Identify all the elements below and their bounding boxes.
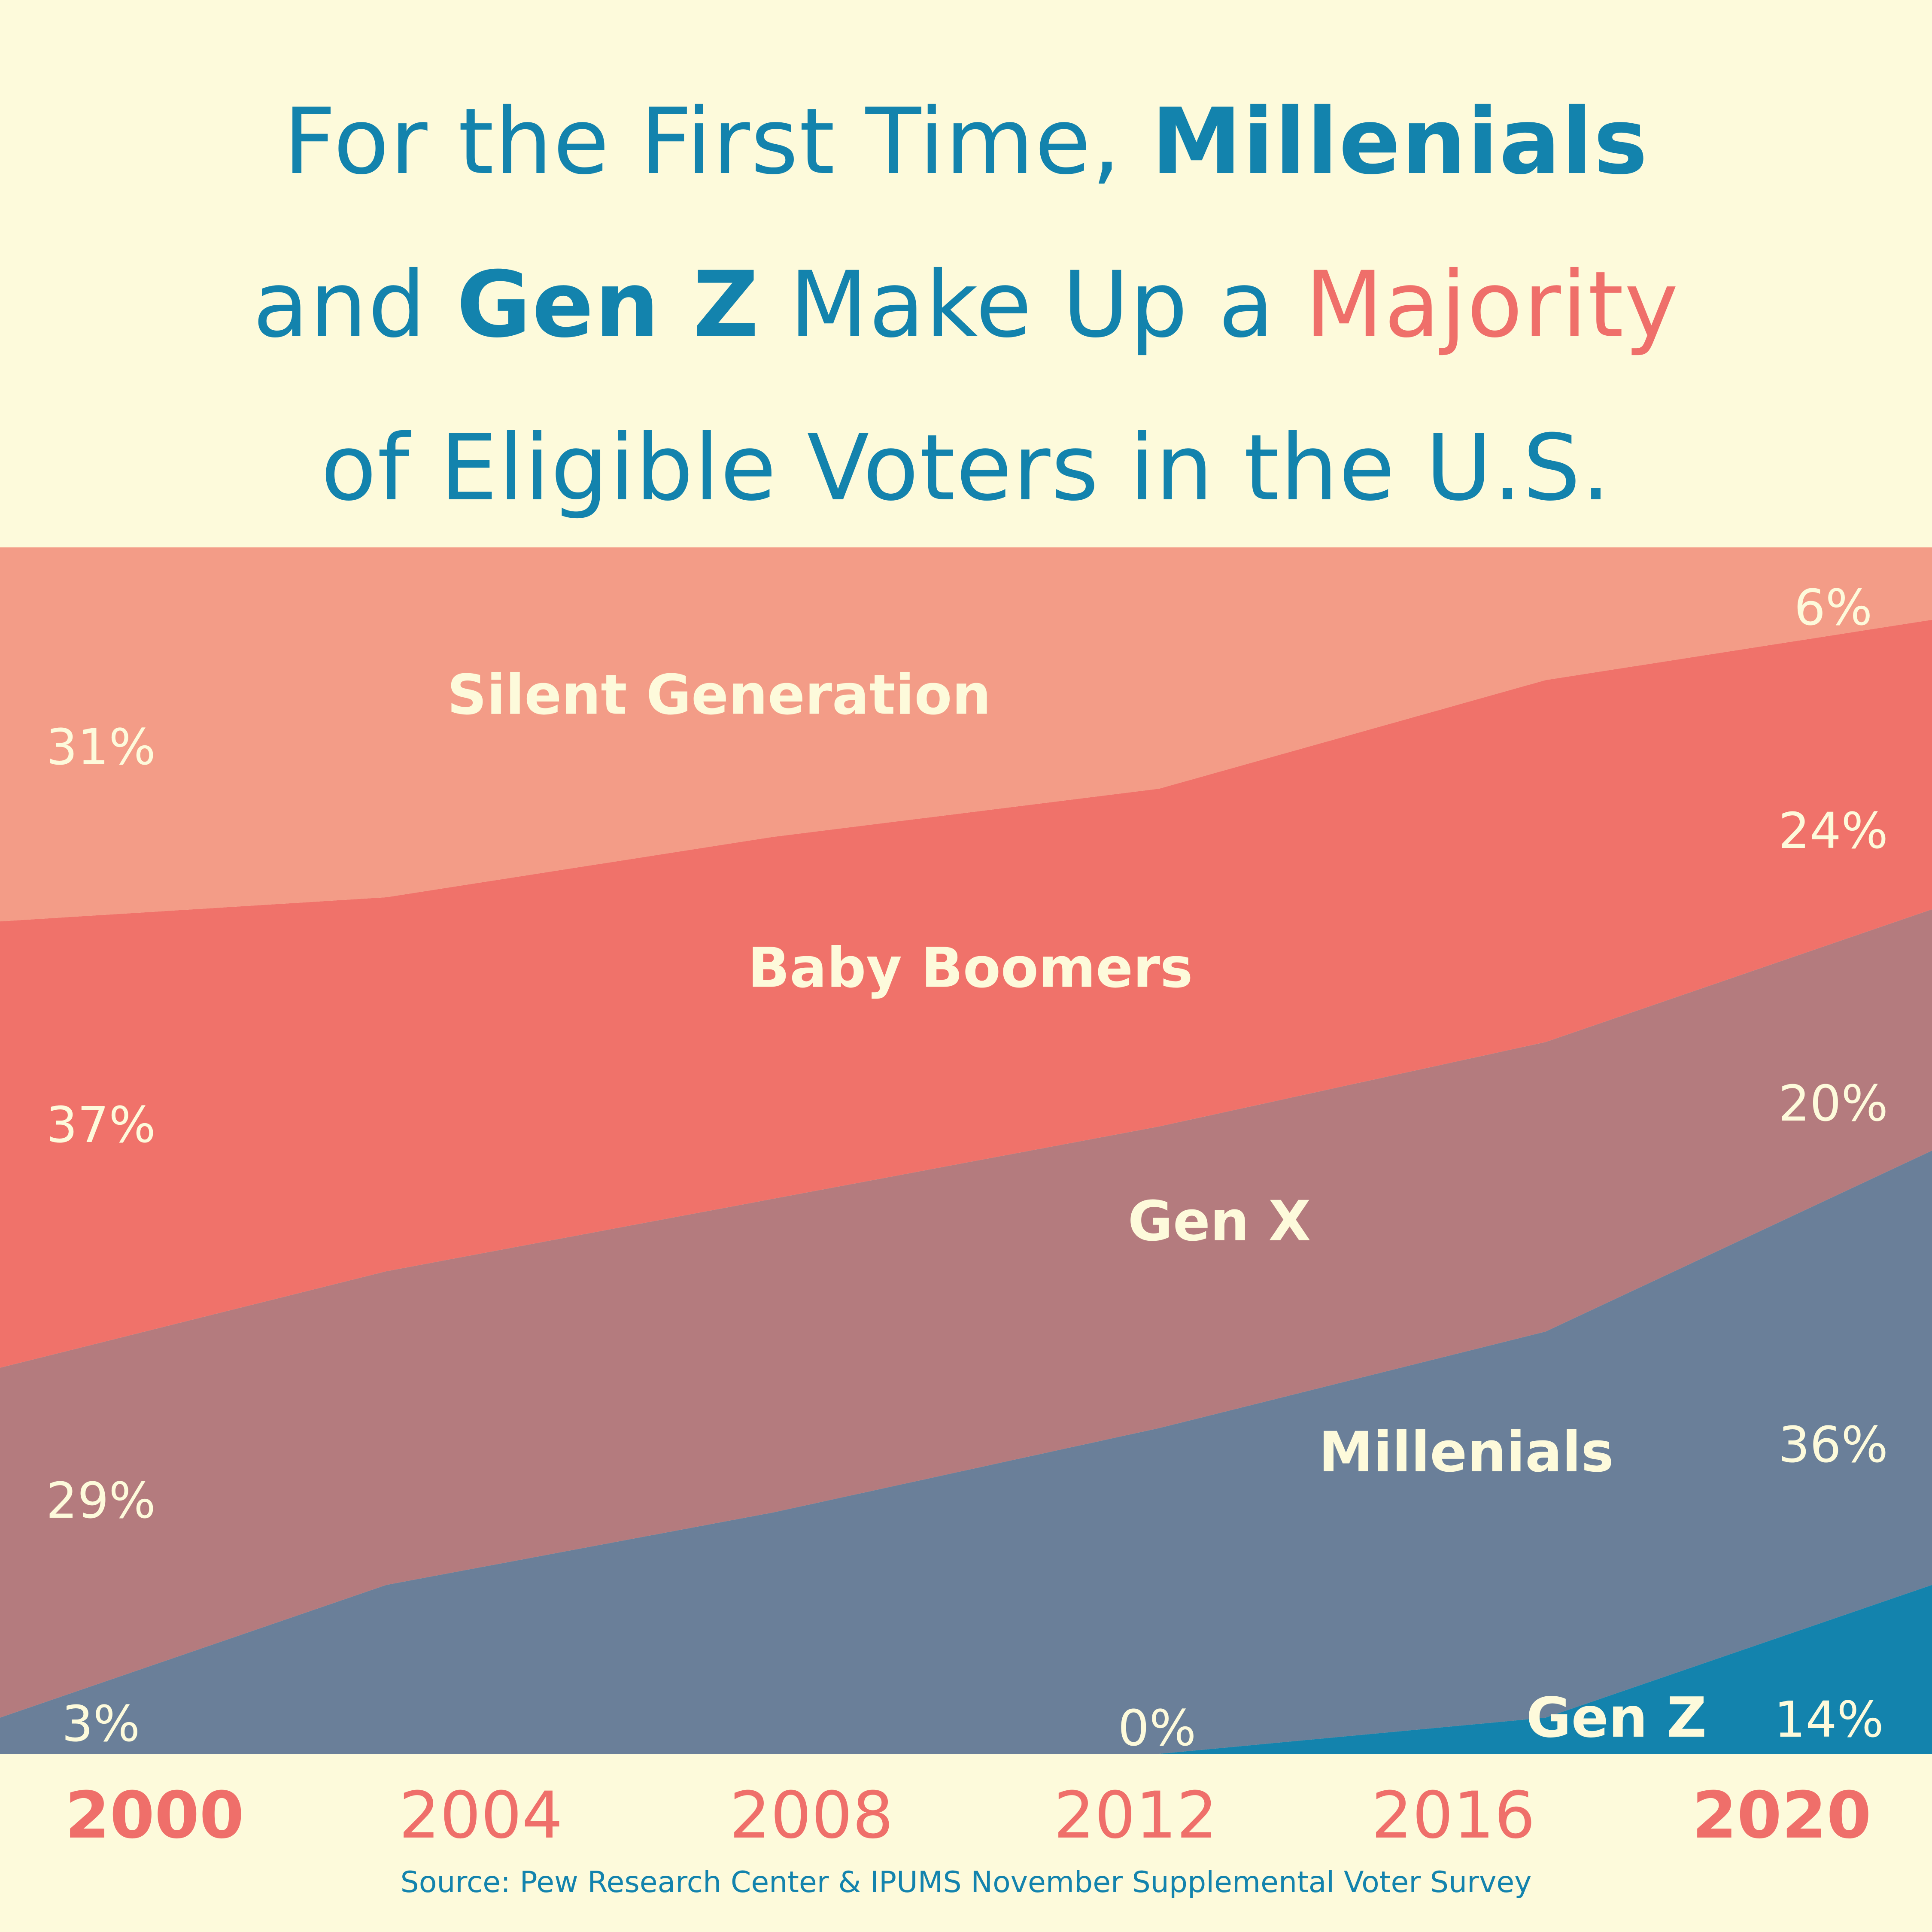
- x-tick-label: 2004: [399, 1778, 563, 1853]
- data-label: 29%: [46, 1472, 156, 1530]
- x-tick-label: 2016: [1371, 1778, 1535, 1853]
- title-line-3: of Eligible Voters in the U.S.: [0, 386, 1932, 550]
- title-text: For the First Time,: [283, 88, 1151, 194]
- area-genz: [0, 1585, 1932, 1754]
- title-line-1: For the First Time, Millenials: [0, 60, 1932, 223]
- title-text: of Eligible Voters in the U.S.: [321, 415, 1611, 521]
- series-label-silent: Silent Generation: [447, 663, 991, 727]
- x-tick-label: 2000: [65, 1778, 244, 1853]
- data-label: 20%: [1778, 1075, 1888, 1133]
- x-tick-label: 2008: [729, 1778, 893, 1853]
- title-line-2: and Gen Z Make Up a Majority: [0, 223, 1932, 386]
- area-millenials: [0, 1151, 1932, 1754]
- title-text: and: [252, 252, 457, 358]
- x-tick-label: 2012: [1054, 1778, 1218, 1853]
- title-millenials: Millenials: [1151, 88, 1649, 194]
- data-label: 14%: [1774, 1691, 1884, 1749]
- series-label-genz: Gen Z: [1526, 1686, 1707, 1750]
- chart-title: For the First Time, Millenials and Gen Z…: [0, 60, 1932, 550]
- area-silent: [0, 547, 1932, 922]
- area-genx: [0, 909, 1932, 1718]
- data-label: 37%: [46, 1097, 156, 1154]
- series-label-boomers: Baby Boomers: [748, 936, 1193, 1000]
- data-label: 0%: [1118, 1700, 1196, 1757]
- area-boomers: [0, 620, 1932, 1368]
- chart-labels: Gen Z Millenials Gen X Baby Boomers Silent G…: [46, 579, 1888, 1757]
- title-majority: Majority: [1305, 252, 1680, 358]
- series-label-genx: Gen X: [1128, 1190, 1311, 1254]
- data-label: 24%: [1778, 802, 1888, 860]
- data-label: 6%: [1794, 579, 1872, 637]
- data-label: 31%: [46, 719, 156, 776]
- source-note: Source: Pew Research Center & IPUMS Nove…: [400, 1865, 1532, 1899]
- series-label-millenials: Millenials: [1318, 1421, 1613, 1485]
- x-axis: 2000 2004 2008 2012 2016 2020: [65, 1778, 1871, 1853]
- x-tick-label: 2020: [1692, 1778, 1871, 1853]
- data-label: 3%: [62, 1695, 140, 1753]
- title-text: Make Up a: [759, 252, 1305, 358]
- data-label: 36%: [1778, 1416, 1888, 1474]
- chart-areas: [0, 547, 1932, 1754]
- title-genz: Gen Z: [456, 252, 760, 358]
